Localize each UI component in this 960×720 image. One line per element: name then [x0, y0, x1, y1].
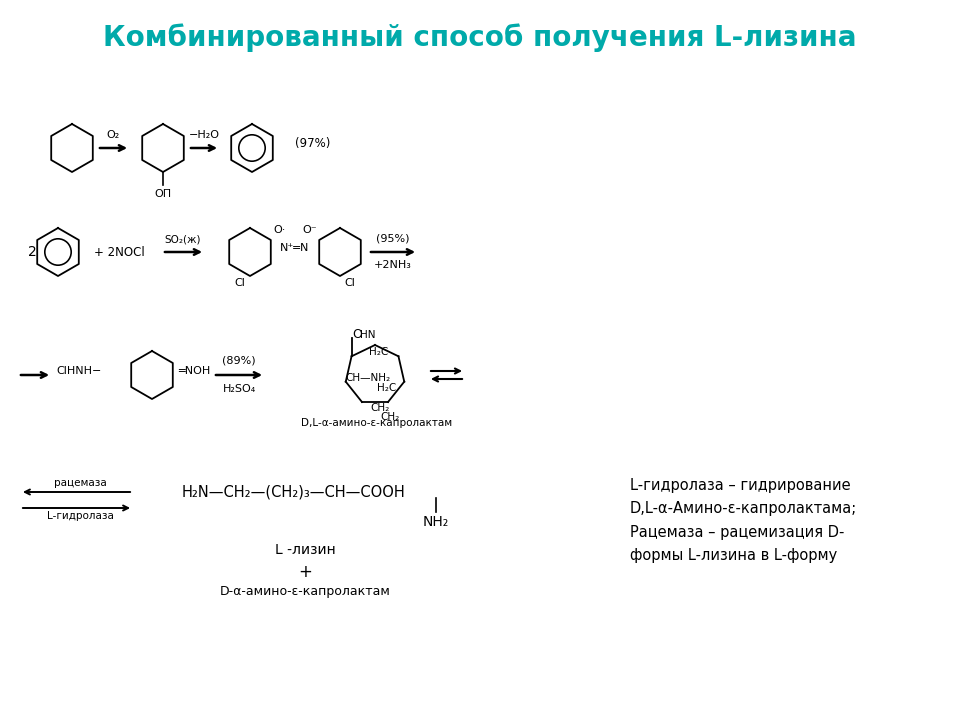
Text: −H₂O: −H₂O [188, 130, 220, 140]
Text: L-гидролаза: L-гидролаза [47, 511, 113, 521]
Text: (89%): (89%) [222, 356, 255, 366]
Text: SO₂(ж): SO₂(ж) [165, 234, 202, 244]
Text: H₂C: H₂C [376, 382, 396, 392]
Text: +: + [298, 563, 312, 581]
Text: O⁻: O⁻ [302, 225, 318, 235]
Text: H₂N—CH₂—(CH₂)₃—CH—COOH: H₂N—CH₂—(CH₂)₃—CH—COOH [182, 485, 406, 500]
Text: L -лизин: L -лизин [275, 543, 335, 557]
Text: Cl: Cl [234, 278, 246, 288]
Text: H₂C: H₂C [369, 347, 388, 357]
Text: NH₂: NH₂ [422, 515, 449, 529]
Text: D-α-амино-ε-капролактам: D-α-амино-ε-капролактам [220, 585, 391, 598]
Text: рацемаза: рацемаза [54, 478, 107, 488]
Text: (97%): (97%) [295, 137, 330, 150]
Text: CH—NH₂: CH—NH₂ [346, 373, 391, 382]
Text: O: O [352, 328, 363, 341]
Text: 2: 2 [28, 245, 36, 259]
Text: HN: HN [360, 330, 375, 340]
Text: ═NOH: ═NOH [178, 366, 210, 376]
Text: O·: O· [274, 225, 286, 235]
Text: ClHNH−: ClHNH− [56, 366, 102, 376]
Text: Комбинированный способ получения L-лизина: Комбинированный способ получения L-лизин… [104, 24, 856, 53]
Text: Cl: Cl [345, 278, 355, 288]
Text: N⁺═N: N⁺═N [280, 243, 310, 253]
Text: D,L-α-амино-ε-капролактам: D,L-α-амино-ε-капролактам [301, 418, 452, 428]
Text: CH₂: CH₂ [380, 412, 399, 422]
Text: ОП: ОП [155, 189, 172, 199]
Text: O₂: O₂ [107, 130, 120, 140]
Text: H₂SO₄: H₂SO₄ [223, 384, 255, 394]
Text: +2NН₃: +2NН₃ [374, 260, 412, 270]
Text: L-гидролаза – гидрирование
D,L-α-Амино-ε-капролактама;
Рацемаза – рацемизация D-: L-гидролаза – гидрирование D,L-α-Амино-ε… [630, 478, 857, 563]
Text: CH₂: CH₂ [371, 403, 390, 413]
Text: + 2NOCl: + 2NOCl [94, 246, 145, 258]
Text: (95%): (95%) [376, 233, 410, 243]
